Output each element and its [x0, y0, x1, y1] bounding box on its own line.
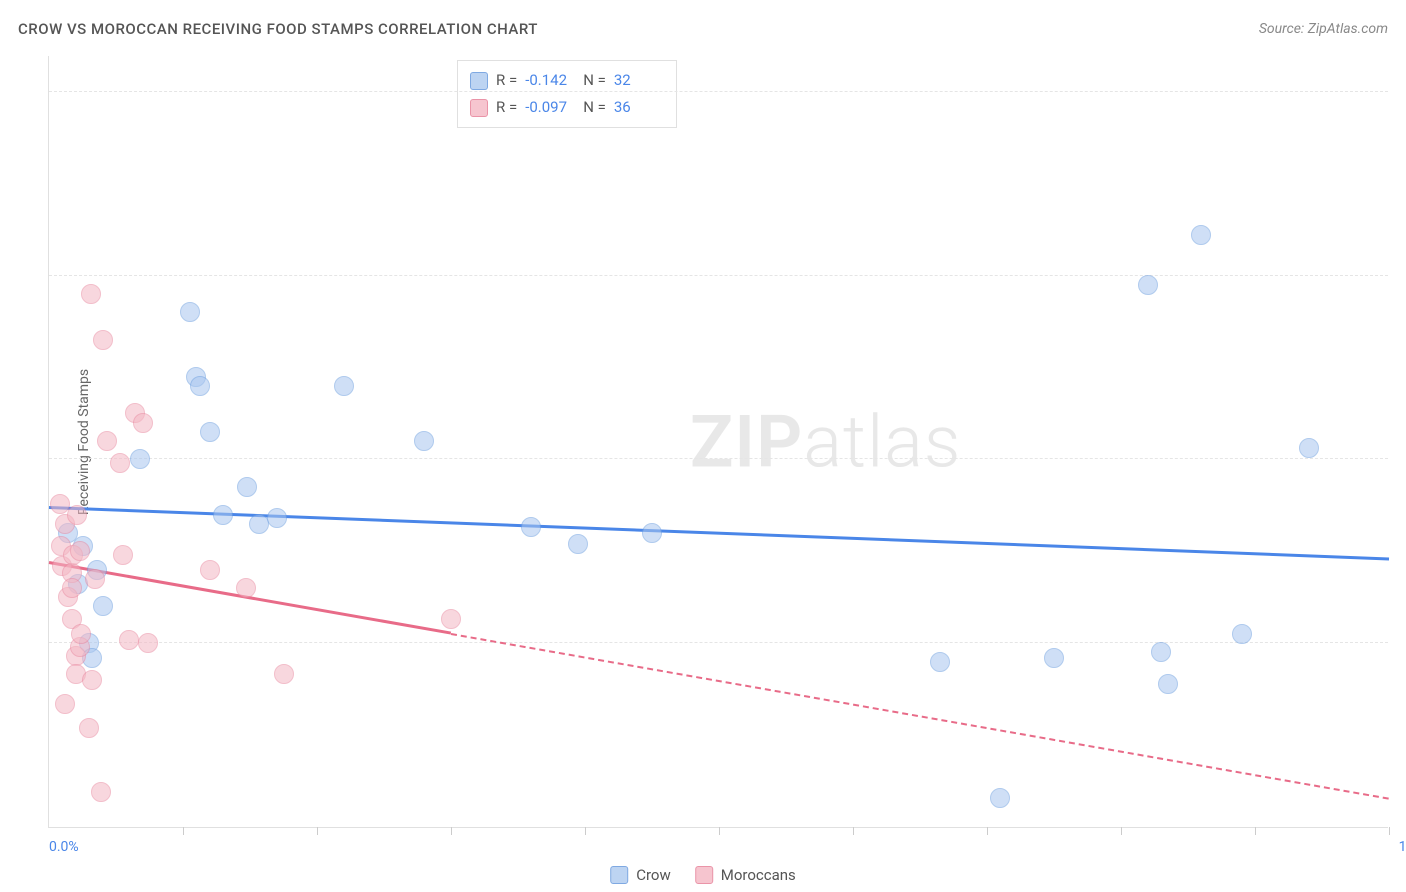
- point-moroccans: [200, 560, 220, 580]
- x-tick: [853, 827, 854, 835]
- point-crow: [930, 652, 950, 672]
- y-tick-label: 10.0%: [1394, 619, 1406, 635]
- x-tick: [183, 827, 184, 835]
- point-moroccans: [236, 578, 256, 598]
- x-axis-min-label: 0.0%: [49, 839, 79, 855]
- legend-label: Moroccans: [721, 866, 796, 884]
- point-crow: [237, 477, 257, 497]
- point-moroccans: [85, 569, 105, 589]
- point-crow: [990, 788, 1010, 808]
- gridline: [49, 458, 1388, 459]
- point-moroccans: [91, 782, 111, 802]
- point-crow: [1232, 624, 1252, 644]
- series-legend: Crow Moroccans: [610, 866, 796, 884]
- trendline-crow: [49, 506, 1389, 560]
- x-tick: [585, 827, 586, 835]
- gridline: [49, 275, 1388, 276]
- source-label: Source: ZipAtlas.com: [1259, 21, 1388, 37]
- point-moroccans: [70, 541, 90, 561]
- y-tick-label: 20.0%: [1394, 435, 1406, 451]
- x-axis-max-label: 100.0%: [1399, 839, 1406, 855]
- point-moroccans: [97, 431, 117, 451]
- scatter-chart: Receiving Food Stamps ZIPatlas R =-0.142…: [48, 56, 1388, 828]
- point-moroccans: [119, 630, 139, 650]
- point-crow: [213, 505, 233, 525]
- point-crow: [1138, 275, 1158, 295]
- stats-row-moroccans: R = -0.097 N = 36: [470, 94, 664, 121]
- legend-item-crow: Crow: [610, 866, 671, 884]
- legend-swatch: [695, 866, 713, 884]
- point-moroccans: [55, 694, 75, 714]
- point-crow: [180, 302, 200, 322]
- point-moroccans: [93, 330, 113, 350]
- point-crow: [1158, 674, 1178, 694]
- x-tick: [719, 827, 720, 835]
- point-moroccans: [71, 624, 91, 644]
- point-crow: [190, 376, 210, 396]
- x-tick: [1255, 827, 1256, 835]
- point-crow: [1299, 438, 1319, 458]
- point-crow: [93, 596, 113, 616]
- point-crow: [334, 376, 354, 396]
- legend-swatch: [610, 866, 628, 884]
- r-value: -0.097: [525, 94, 575, 121]
- point-crow: [1191, 225, 1211, 245]
- trendline-moroccans-dashed: [451, 633, 1389, 800]
- point-moroccans: [441, 609, 461, 629]
- legend-label: Crow: [636, 866, 671, 884]
- stats-legend: R =-0.142N =32R =-0.097N =36: [457, 60, 677, 128]
- swatch-moroccans: [470, 99, 488, 117]
- point-moroccans: [113, 545, 133, 565]
- y-axis-title: Receiving Food Stamps: [76, 368, 92, 514]
- point-moroccans: [67, 505, 87, 525]
- x-tick: [1389, 827, 1390, 835]
- point-crow: [267, 508, 287, 528]
- point-crow: [414, 431, 434, 451]
- gridline: [49, 91, 1388, 92]
- point-moroccans: [133, 413, 153, 433]
- point-moroccans: [82, 670, 102, 690]
- gridline: [49, 642, 1388, 643]
- point-moroccans: [79, 718, 99, 738]
- point-crow: [200, 422, 220, 442]
- point-crow: [1044, 648, 1064, 668]
- point-moroccans: [110, 453, 130, 473]
- x-tick: [1121, 827, 1122, 835]
- swatch-crow: [470, 72, 488, 90]
- point-crow: [130, 449, 150, 469]
- watermark: ZIPatlas: [690, 399, 962, 484]
- legend-item-moroccans: Moroccans: [695, 866, 796, 884]
- point-moroccans: [81, 284, 101, 304]
- chart-title: CROW VS MOROCCAN RECEIVING FOOD STAMPS C…: [18, 20, 538, 38]
- point-moroccans: [138, 633, 158, 653]
- point-crow: [642, 523, 662, 543]
- point-crow: [568, 534, 588, 554]
- x-tick: [451, 827, 452, 835]
- point-crow: [521, 517, 541, 537]
- point-moroccans: [274, 664, 294, 684]
- point-crow: [1151, 642, 1171, 662]
- y-tick-label: 40.0%: [1394, 68, 1406, 84]
- n-label: N =: [583, 94, 606, 121]
- y-tick-label: 30.0%: [1394, 252, 1406, 268]
- x-tick: [987, 827, 988, 835]
- x-tick: [317, 827, 318, 835]
- r-label: R =: [496, 94, 517, 121]
- point-moroccans: [62, 578, 82, 598]
- n-value: 36: [614, 94, 664, 121]
